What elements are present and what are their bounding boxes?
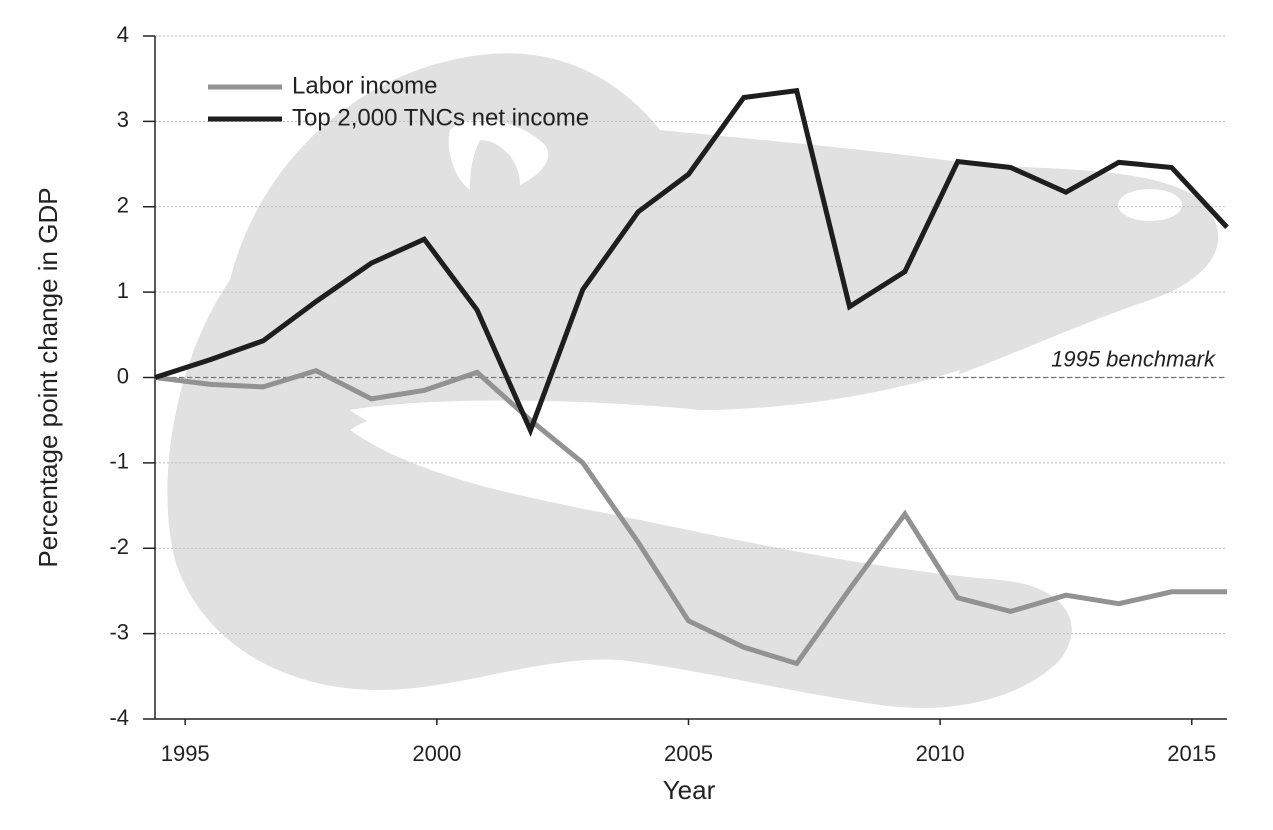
x-tick-label: 1995	[161, 741, 210, 766]
y-tick-label: 4	[117, 22, 129, 47]
legend-label: Top 2,000 TNCs net income	[292, 104, 589, 131]
y-tick-label: 0	[117, 363, 129, 388]
crocodile-highlights	[350, 119, 1182, 503]
y-tick-label: 2	[117, 193, 129, 218]
x-axis-label: Year	[663, 775, 716, 805]
x-tick-label: 2015	[1167, 741, 1216, 766]
series-line	[154, 87, 1229, 438]
legend-label: Labor income	[292, 72, 437, 99]
background-crocodile	[167, 53, 1219, 708]
y-tick-label: 3	[117, 107, 129, 132]
series-line	[154, 367, 1227, 667]
x-tick-label: 2010	[916, 741, 965, 766]
y-tick-label: -4	[109, 705, 129, 730]
y-tick-label: -3	[109, 619, 129, 644]
y-axis-label: Percentage point change in GDP	[33, 187, 63, 567]
benchmark-label: 1995 benchmark	[1051, 346, 1216, 371]
x-tick-label: 2000	[412, 741, 461, 766]
y-tick-label: -1	[109, 449, 129, 474]
x-tick-label: 2005	[664, 741, 713, 766]
y-tick-label: -2	[109, 534, 129, 559]
y-tick-label: 1	[117, 278, 129, 303]
